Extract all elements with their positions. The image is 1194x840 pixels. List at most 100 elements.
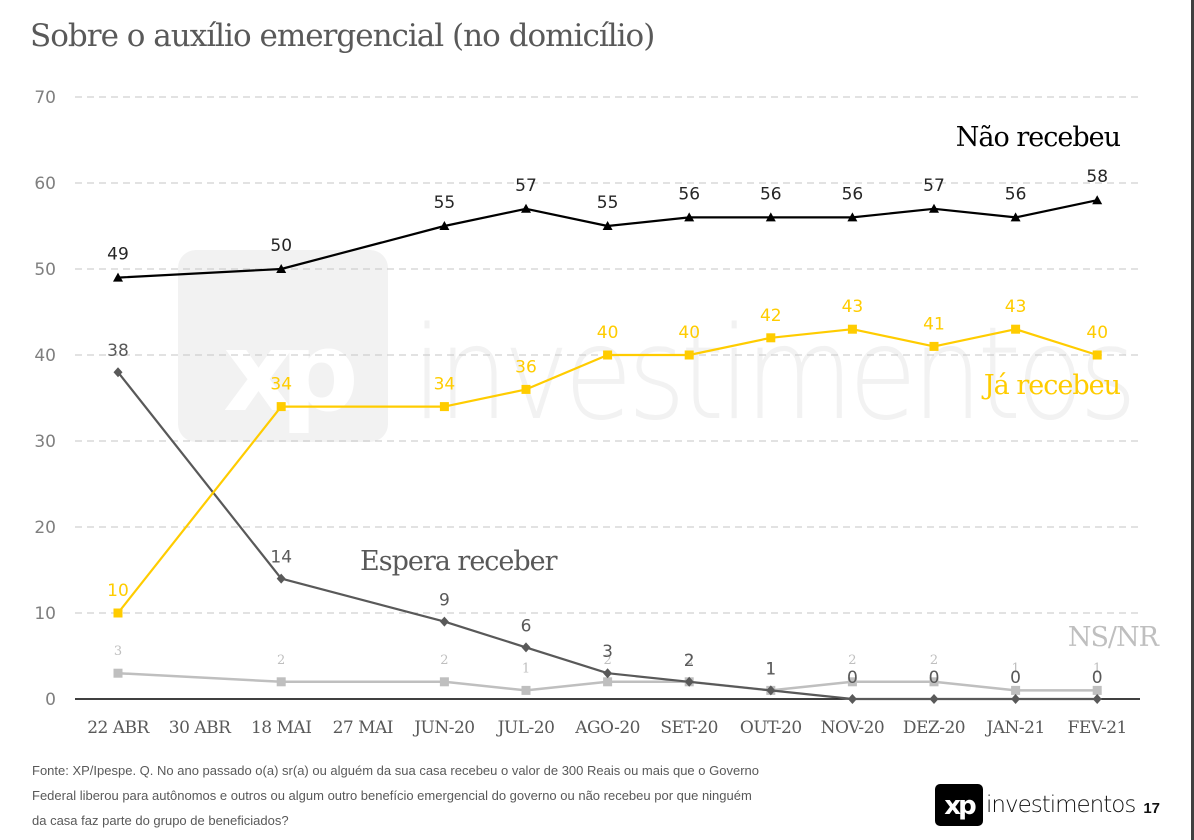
data-label: 3 xyxy=(114,644,122,659)
data-point-diamond xyxy=(1092,694,1102,704)
data-point-square xyxy=(847,324,857,334)
data-label: 0 xyxy=(847,668,858,688)
x-tick-label: OUT-20 xyxy=(740,718,802,738)
source-footnote: Fonte: XP/Ipespe. Q. No ano passado o(a)… xyxy=(32,758,902,833)
data-point-square xyxy=(521,685,531,695)
watermark: xp investimentos xyxy=(178,250,1138,449)
data-label: 43 xyxy=(1005,297,1027,317)
x-tick-label: 27 MAI xyxy=(333,718,393,738)
x-tick-label: FEV-21 xyxy=(1068,718,1127,738)
x-axis: 22 ABR 30 ABR 18 MAI 27 MAI JUN-20 JUL-20 AGO-… xyxy=(87,718,1127,738)
data-label: 2 xyxy=(440,653,448,668)
data-label: 1 xyxy=(1011,661,1019,676)
y-tick-label: 70 xyxy=(34,88,56,108)
x-tick-label: SET-20 xyxy=(660,718,718,738)
data-point-square xyxy=(766,333,776,343)
x-tick-label: NOV-20 xyxy=(821,718,885,738)
data-point-diamond xyxy=(276,573,286,584)
x-tick-label: JAN-21 xyxy=(984,718,1044,738)
data-label: 56 xyxy=(1005,184,1027,204)
data-label: 9 xyxy=(439,591,450,611)
x-tick-label: JUN-20 xyxy=(412,718,474,738)
data-label: 0 xyxy=(1010,668,1021,688)
legend-label: NS/NR xyxy=(1068,622,1160,653)
footnote-line: Fonte: XP/Ipespe. Q. No ano passado o(a)… xyxy=(32,763,759,778)
data-point-square xyxy=(276,402,286,412)
data-point-diamond xyxy=(847,694,857,704)
data-label: 10 xyxy=(107,581,129,601)
data-point-square xyxy=(276,677,286,687)
data-point-square xyxy=(603,350,613,360)
watermark-mark: xp xyxy=(223,308,354,436)
data-point-square xyxy=(1092,350,1102,360)
legend-label: Espera receber xyxy=(360,546,558,577)
data-point-square xyxy=(684,350,694,360)
data-point-diamond xyxy=(603,668,613,679)
legend-label: Já recebeu xyxy=(981,370,1121,401)
y-tick-label: 50 xyxy=(34,260,56,280)
data-point-triangle xyxy=(1010,212,1021,222)
x-tick-label: JUL-20 xyxy=(496,718,555,738)
brand-logo: xp investimentos 17 xyxy=(935,784,1160,826)
data-label: 57 xyxy=(923,176,945,196)
data-point-square xyxy=(929,341,939,351)
data-label: 1 xyxy=(1093,661,1101,676)
data-point-diamond xyxy=(929,694,939,704)
data-label: 40 xyxy=(678,323,700,343)
data-label: 2 xyxy=(684,651,695,671)
footnote-line: da casa faz parte do grupo de beneficiad… xyxy=(32,813,289,828)
y-tick-label: 40 xyxy=(34,346,56,366)
data-point-triangle xyxy=(847,212,858,222)
data-label: 2 xyxy=(277,653,285,668)
data-point-diamond xyxy=(521,642,531,653)
data-point-diamond xyxy=(766,685,776,696)
watermark-box xyxy=(178,250,388,442)
series-j-recebeu: 10 34 34 36 40 40 42 43 41 43 40 xyxy=(107,297,1108,618)
data-label: 58 xyxy=(1086,167,1108,187)
data-point-triangle xyxy=(439,221,450,230)
page-number: 17 xyxy=(1143,799,1161,817)
data-point-triangle xyxy=(521,203,531,213)
data-point-diamond xyxy=(684,676,694,687)
data-label: 0 xyxy=(1092,668,1103,688)
data-point-diamond xyxy=(1011,694,1021,704)
data-label: 57 xyxy=(515,176,537,196)
data-point-square xyxy=(113,608,123,618)
series-names: Não recebeu Já recebeu Espera receber NS/NR xyxy=(360,122,1161,653)
data-label: 2 xyxy=(603,653,611,668)
data-label: 50 xyxy=(270,236,292,256)
data-point-triangle xyxy=(113,272,123,282)
data-label: 1 xyxy=(522,661,530,676)
data-label: 40 xyxy=(597,323,619,343)
data-point-triangle xyxy=(1092,195,1103,205)
data-point-square xyxy=(521,384,531,394)
data-label: 40 xyxy=(1086,323,1108,343)
chart-title: Sobre o auxílio emergencial (no domicíli… xyxy=(30,18,655,54)
x-tick-label: 22 ABR xyxy=(87,718,150,738)
data-label: 56 xyxy=(760,184,782,204)
y-tick-label: 60 xyxy=(34,174,56,194)
data-label: 0 xyxy=(929,668,940,688)
xp-logo-icon: xp xyxy=(935,784,983,826)
x-tick-label: 18 MAI xyxy=(251,718,311,738)
y-tick-label: 10 xyxy=(34,604,56,624)
data-label: 34 xyxy=(434,375,456,395)
data-label: 14 xyxy=(270,548,292,568)
data-point-diamond xyxy=(439,616,449,627)
data-label: 34 xyxy=(270,375,292,395)
data-label: 55 xyxy=(597,193,619,213)
data-label: 2 xyxy=(848,653,856,668)
data-label: 6 xyxy=(521,616,532,636)
x-tick-label: 30 ABR xyxy=(169,718,232,738)
data-label: 56 xyxy=(842,184,864,204)
data-label: 2 xyxy=(930,653,938,668)
data-label: 42 xyxy=(760,306,782,326)
legend-label: Não recebeu xyxy=(956,122,1121,153)
data-point-square xyxy=(1092,685,1102,695)
data-point-triangle xyxy=(602,221,613,230)
data-point-square xyxy=(1011,324,1021,334)
data-label: 1 xyxy=(765,659,776,679)
